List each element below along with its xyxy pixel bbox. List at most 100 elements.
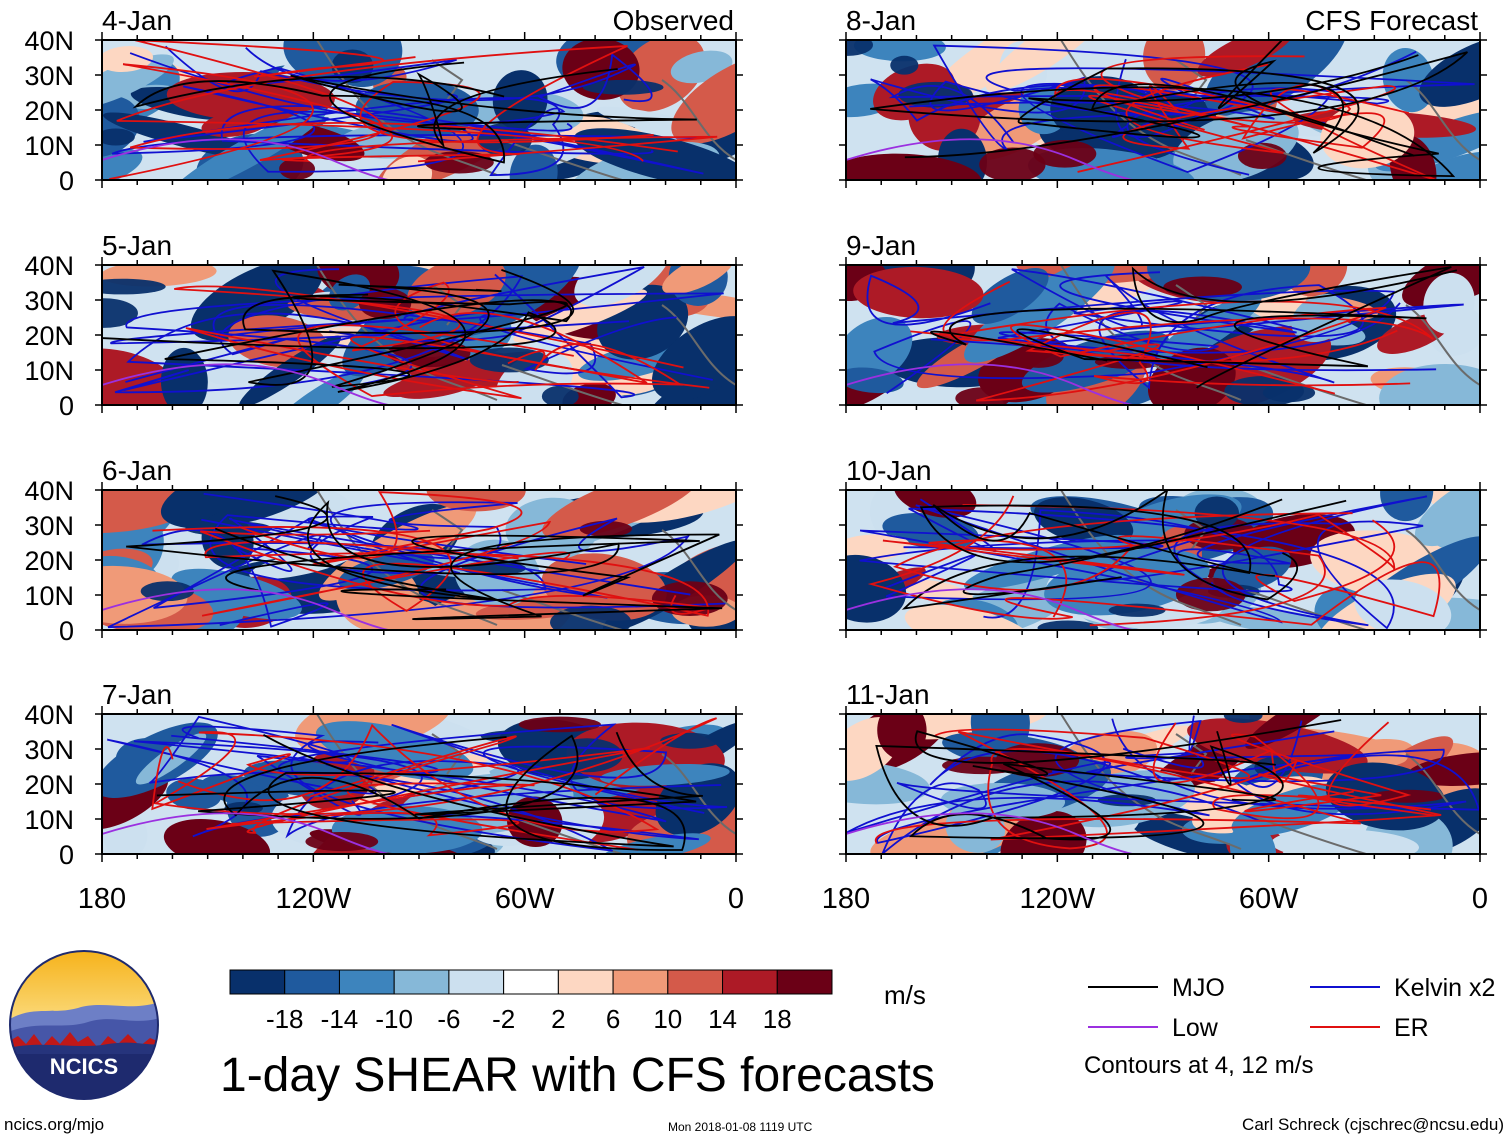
er-contour xyxy=(867,495,1441,626)
colorbar-label: -14 xyxy=(321,1004,359,1032)
legend-label: Low xyxy=(1172,1014,1219,1042)
mjo-contour xyxy=(290,68,697,149)
er-contour xyxy=(151,735,650,834)
timestamp: Mon 2018-01-08 1119 UTC xyxy=(668,1120,813,1134)
er-contour xyxy=(1212,721,1436,820)
low-contour xyxy=(102,812,432,854)
kelvin-contour xyxy=(1173,495,1428,627)
colorbar-swatch xyxy=(229,969,286,995)
x-axis-observed: 180 120W 60W 0 xyxy=(78,883,744,915)
colorbar-swatch xyxy=(284,969,340,995)
kelvin-contour xyxy=(126,268,636,399)
y-tick-label: 10N xyxy=(24,581,74,611)
low-contour xyxy=(846,138,1176,180)
low-contour xyxy=(102,588,432,630)
legend-item-kelvin-x2: Kelvin x2 xyxy=(1310,974,1495,1002)
low-contour xyxy=(102,363,432,405)
y-tick-label: 10N xyxy=(24,356,74,386)
er-contour xyxy=(882,504,1396,618)
x-tick-label: 120W xyxy=(1019,883,1095,915)
colorbar-label: -6 xyxy=(437,1004,460,1032)
coastline xyxy=(1060,714,1480,854)
panel-6-Jan: 0 10N 20N 30N 40N 6-Jan xyxy=(24,455,743,646)
colorbar-label: 6 xyxy=(606,1004,620,1032)
mjo-contour xyxy=(932,490,1299,601)
mjo-contour xyxy=(156,734,686,851)
y-tick-label: 0 xyxy=(59,616,74,646)
er-contour xyxy=(874,728,1361,850)
colorbar-swatch xyxy=(612,969,669,995)
y-tick-label: 40N xyxy=(24,476,74,506)
day-label: 5-Jan xyxy=(102,230,172,261)
legend-label: ER xyxy=(1394,1014,1429,1042)
er-contour xyxy=(942,280,1434,363)
day-label: 9-Jan xyxy=(846,230,916,261)
low-contour xyxy=(846,812,1176,854)
kelvin-contour xyxy=(153,517,691,609)
y-tick-label: 40N xyxy=(24,26,74,56)
er-contour xyxy=(201,491,571,617)
panel-10-Jan: 10-Jan xyxy=(839,455,1487,638)
day-label: 4-Jan xyxy=(102,5,172,36)
y-tick-label: 20N xyxy=(24,96,74,126)
colorbar-label: -18 xyxy=(266,1004,304,1032)
y-tick-label: 20N xyxy=(24,546,74,576)
er-contour xyxy=(893,512,1353,627)
panel-5-Jan: 0 10N 20N 30N 40N 5-Jan xyxy=(24,230,743,421)
colorbar-swatch xyxy=(776,969,833,995)
panel-4-Jan: 0 10N 20N 30N 40N 4-Jan Observed xyxy=(24,5,743,196)
colorbar-label: 2 xyxy=(551,1004,565,1032)
column-title: CFS Forecast xyxy=(1305,5,1478,36)
er-contour xyxy=(152,717,717,833)
mjo-contour xyxy=(225,533,723,621)
colorbar-label: 10 xyxy=(653,1004,682,1032)
mjo-contour xyxy=(908,719,1342,841)
contour-legend: MJO Kelvin x2 Low ER Contours at 4, 12 m/s xyxy=(1084,974,1495,1079)
x-tick-label: 120W xyxy=(275,883,351,915)
er-contour xyxy=(185,312,648,400)
y-tick-label: 40N xyxy=(24,251,74,281)
x-tick-label: 180 xyxy=(78,883,126,915)
contour-note: Contours at 4, 12 m/s xyxy=(1084,1052,1313,1079)
low-contour xyxy=(102,138,432,180)
mjo-contour xyxy=(1131,266,1458,389)
mjo-contour xyxy=(901,498,1347,610)
er-contour xyxy=(152,526,710,617)
site-link[interactable]: ncics.org/mjo xyxy=(4,1115,105,1134)
er-contour xyxy=(297,324,684,398)
x-tick-label: 0 xyxy=(728,883,744,915)
y-tick-label: 20N xyxy=(24,770,74,800)
colorbar-swatch xyxy=(667,969,724,995)
low-contour xyxy=(846,588,1176,630)
er-contour xyxy=(975,306,1387,402)
author-credit: Carl Schreck (cjschrec@ncsu.edu) xyxy=(1242,1115,1504,1134)
colorbar-swatch xyxy=(503,969,559,995)
y-tick-label: 10N xyxy=(24,805,74,835)
colorbar-swatch xyxy=(448,969,505,995)
panel-9-Jan: 9-Jan xyxy=(839,230,1487,413)
day-label: 11-Jan xyxy=(846,679,930,710)
er-contour xyxy=(1077,63,1397,173)
mjo-contour xyxy=(263,731,703,848)
legend-label: Kelvin x2 xyxy=(1394,974,1495,1002)
day-label: 10-Jan xyxy=(846,455,932,486)
panel-7-Jan: 0 10N 20N 30N 40N 7-Jan xyxy=(24,679,743,870)
y-tick-label: 30N xyxy=(24,286,74,316)
colorbar-label: 18 xyxy=(763,1004,792,1032)
y-tick-label: 30N xyxy=(24,61,74,91)
x-tick-label: 60W xyxy=(1239,883,1299,915)
x-axis-forecast: 180 120W 60W 0 xyxy=(822,883,1488,915)
legend-item-low: Low xyxy=(1088,1014,1219,1042)
colorbar-swatch xyxy=(393,969,450,995)
ncics-logo: NCICS xyxy=(9,950,159,1100)
colorbar: -18 -14 -10 -6 -2 2 6 10 14 18 xyxy=(229,969,833,1032)
kelvin-contour xyxy=(998,302,1464,372)
coastline xyxy=(316,490,736,630)
chart-title: 1-day SHEAR with CFS forecasts xyxy=(220,1049,935,1102)
kelvin-contour xyxy=(133,740,722,839)
colorbar-swatch xyxy=(338,969,395,995)
kelvin-contour xyxy=(930,268,1335,384)
mjo-contour xyxy=(164,269,575,388)
colorbar-label: -10 xyxy=(375,1004,413,1032)
low-contour xyxy=(846,363,1176,405)
